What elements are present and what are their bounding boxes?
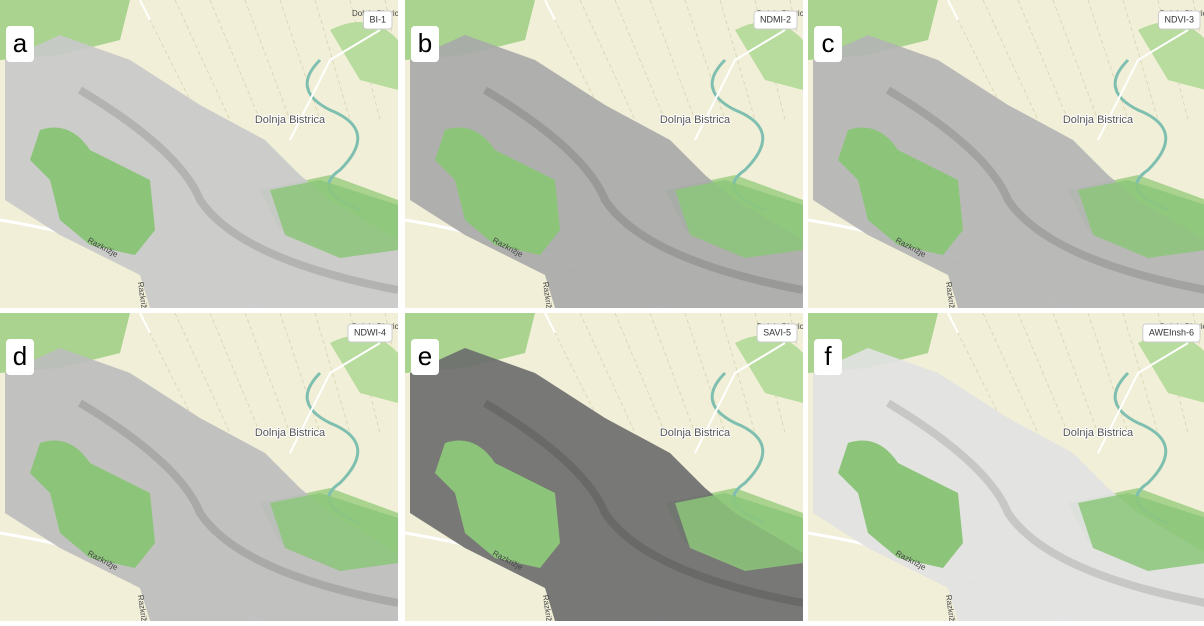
place-label: Dolnja Bistrica bbox=[255, 114, 326, 126]
map-panel: Dolnja BistricaDolnja BistricaRazkrižjeR… bbox=[808, 313, 1204, 621]
panel-letter: c bbox=[822, 28, 835, 58]
map-panel: Dolnja BistricaDolnja BistricaRazkrižjeR… bbox=[0, 313, 410, 621]
figure: Dolnja BistricaDolnja BistricaRazkrižjeR… bbox=[0, 0, 1204, 621]
index-label: NDVI-3 bbox=[1164, 14, 1194, 24]
index-label: BI-1 bbox=[369, 14, 386, 24]
map-panel: Dolnja BistricaDolnja BistricaRazkrižjeR… bbox=[0, 0, 410, 316]
place-label: Dolnja Bistrica bbox=[1063, 114, 1134, 126]
panel-letter: f bbox=[824, 341, 832, 371]
panel-letter: e bbox=[418, 341, 432, 371]
panel-letter: b bbox=[418, 28, 432, 58]
place-label: Dolnja Bistrica bbox=[255, 427, 326, 439]
index-label: SAVI-5 bbox=[763, 327, 791, 337]
map-panel: Dolnja BistricaDolnja BistricaRazkrižjeR… bbox=[405, 313, 815, 621]
panel-letter: a bbox=[13, 28, 28, 58]
panel-letter: d bbox=[13, 341, 27, 371]
place-label: Dolnja Bistrica bbox=[1063, 427, 1134, 439]
index-label: NDMI-2 bbox=[760, 14, 791, 24]
index-label: NDWI-4 bbox=[354, 327, 386, 337]
map-panel: Dolnja BistricaDolnja BistricaRazkrižjeR… bbox=[808, 0, 1204, 316]
place-label: Dolnja Bistrica bbox=[660, 427, 731, 439]
place-label: Dolnja Bistrica bbox=[660, 114, 731, 126]
index-label: AWEInsh-6 bbox=[1149, 327, 1194, 337]
map-panel: Dolnja BistricaDolnja BistricaRazkrižjeR… bbox=[405, 0, 815, 316]
